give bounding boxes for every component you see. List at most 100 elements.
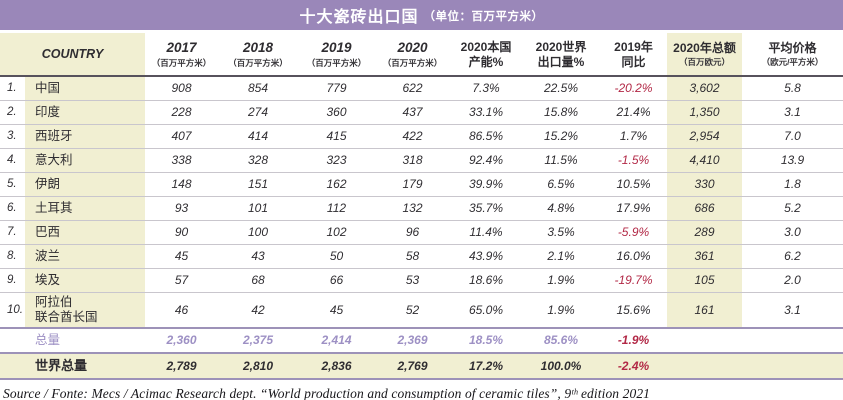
value-cell: 92.4% [450,148,522,173]
column-header-label: 产能% [468,54,504,69]
value-cell: 2,369 [375,326,450,354]
value-cell: -19.7% [600,268,667,293]
value-cell: 58 [375,244,450,269]
column-header-sublabel: （百万平方米） [151,57,212,68]
value-cell: 102 [298,220,375,245]
value-cell: 162 [298,172,375,197]
page-title: 十大瓷砖出口国 [299,9,419,26]
rank-cell: 2. [0,100,25,125]
value-cell: 46 [145,292,218,328]
value-cell: 93 [145,196,218,221]
value-cell: 68 [218,268,298,293]
rank-cell: 5. [0,172,25,197]
source-note: Source / Fonte: Mecs / Acimac Research d… [3,385,651,400]
value-cell: 33.1% [450,100,522,125]
column-header-label: 2020世界 [535,39,587,54]
value-cell: 289 [667,220,742,245]
value-cell: 10.5% [600,172,667,197]
column-header-sublabel: （百万平方米） [382,57,443,68]
title-unit-label: （单位：百万平方米） [423,10,544,23]
value-cell: 85.6% [522,326,600,354]
value-cell: 318 [375,148,450,173]
column-header-label: 2017 [166,39,197,55]
column-header: 平均价格 （欧元/平方米） [742,33,843,77]
column-header: COUNTRY [0,33,145,77]
value-cell: 2,375 [218,326,298,354]
column-header: 2019 （百万平方米） [298,33,375,77]
country-cell: 总量 [25,326,145,354]
value-cell: 686 [667,196,742,221]
value-cell: -20.2% [600,76,667,101]
value-cell: 21.4% [600,100,667,125]
column-header-label: 2020 [397,39,428,55]
value-cell: 45 [145,244,218,269]
table-row: 4. 意大利 338 328 323 318 92.4% 11.5% -1.5% 4,410 13.… [0,148,843,173]
value-cell: 18.6% [450,268,522,293]
country-cell: 巴西 [25,220,145,245]
value-cell: 228 [145,100,218,125]
rank-cell: 9. [0,268,25,293]
value-cell [742,326,843,354]
value-cell: 908 [145,76,218,101]
rank-cell: 7. [0,220,25,245]
value-cell: 1.8 [742,172,843,197]
value-cell: 2,360 [145,326,218,354]
value-cell: 2,769 [375,351,450,380]
column-header-sublabel: （百万平方米） [228,57,288,68]
table-row: 2. 印度 228 274 360 437 33.1% 15.8% 21.4% 1,350 3.1 [0,100,843,125]
value-cell: 3.0 [742,220,843,245]
value-cell: 328 [218,148,298,173]
value-cell: 2.1% [522,244,600,269]
value-cell: 4.8% [522,196,600,221]
country-cell: 西班牙 [25,124,145,149]
value-cell [667,351,742,380]
value-cell: 52 [375,292,450,328]
value-cell: 39.9% [450,172,522,197]
value-cell: 360 [298,100,375,125]
value-cell: 6.5% [522,172,600,197]
country-cell: 意大利 [25,148,145,173]
country-cell: 世界总量 [25,351,145,380]
value-cell: 6.2 [742,244,843,269]
value-cell: 2,954 [667,124,742,149]
world-total-row: 世界总量 2,789 2,810 2,836 2,769 17.2% 100.0% -2.4% [0,351,843,380]
value-cell: 407 [145,124,218,149]
value-cell: 1,350 [667,100,742,125]
column-header: 2019年 同比 [600,33,667,77]
value-cell: 415 [298,124,375,149]
value-cell: 43 [218,244,298,269]
table-row: 10. 阿拉伯 联合酋长国 46 42 45 52 65.0% 1.9% 15.6% 161 3.1 [0,292,843,328]
column-header-label: 同比 [621,54,646,69]
table-row: 9. 埃及 57 68 66 53 18.6% 1.9% -19.7% 105 2.0 [0,268,843,293]
rank-cell: 8. [0,244,25,269]
value-cell: 57 [145,268,218,293]
value-cell: 179 [375,172,450,197]
value-cell: 100.0% [522,351,600,380]
value-cell: -2.4% [600,351,667,380]
title-bar: 十大瓷砖出口国 （单位：百万平方米） [0,0,843,30]
value-cell: 2,836 [298,351,375,380]
value-cell: 2,810 [218,351,298,380]
column-header: 2017 （百万平方米） [145,33,218,77]
value-cell: 1.7% [600,124,667,149]
value-cell: 43.9% [450,244,522,269]
column-header-label: 平均价格 [768,40,817,55]
header-row: COUNTRY 2017 （百万平方米） 2018 （百万平方米） 2019 （百万平方米）… [0,33,843,77]
column-header: 2020本国 产能% [450,33,522,77]
value-cell: 50 [298,244,375,269]
value-cell: 65.0% [450,292,522,328]
country-cell: 土耳其 [25,196,145,221]
value-cell: 7.0 [742,124,843,149]
value-cell: 3.5% [522,220,600,245]
column-header-label: 2020本国 [460,39,512,54]
value-cell: 45 [298,292,375,328]
column-header: 2020年总额 （百万欧元） [667,33,742,77]
value-cell: 86.5% [450,124,522,149]
column-header: 2020 （百万平方米） [375,33,450,77]
value-cell: 148 [145,172,218,197]
value-cell: 338 [145,148,218,173]
column-header-sublabel: （百万平方米） [306,57,367,68]
column-header-label: 2019年 [614,39,653,54]
value-cell: 4,410 [667,148,742,173]
column-header-sublabel: （欧元/平方米） [761,56,824,67]
